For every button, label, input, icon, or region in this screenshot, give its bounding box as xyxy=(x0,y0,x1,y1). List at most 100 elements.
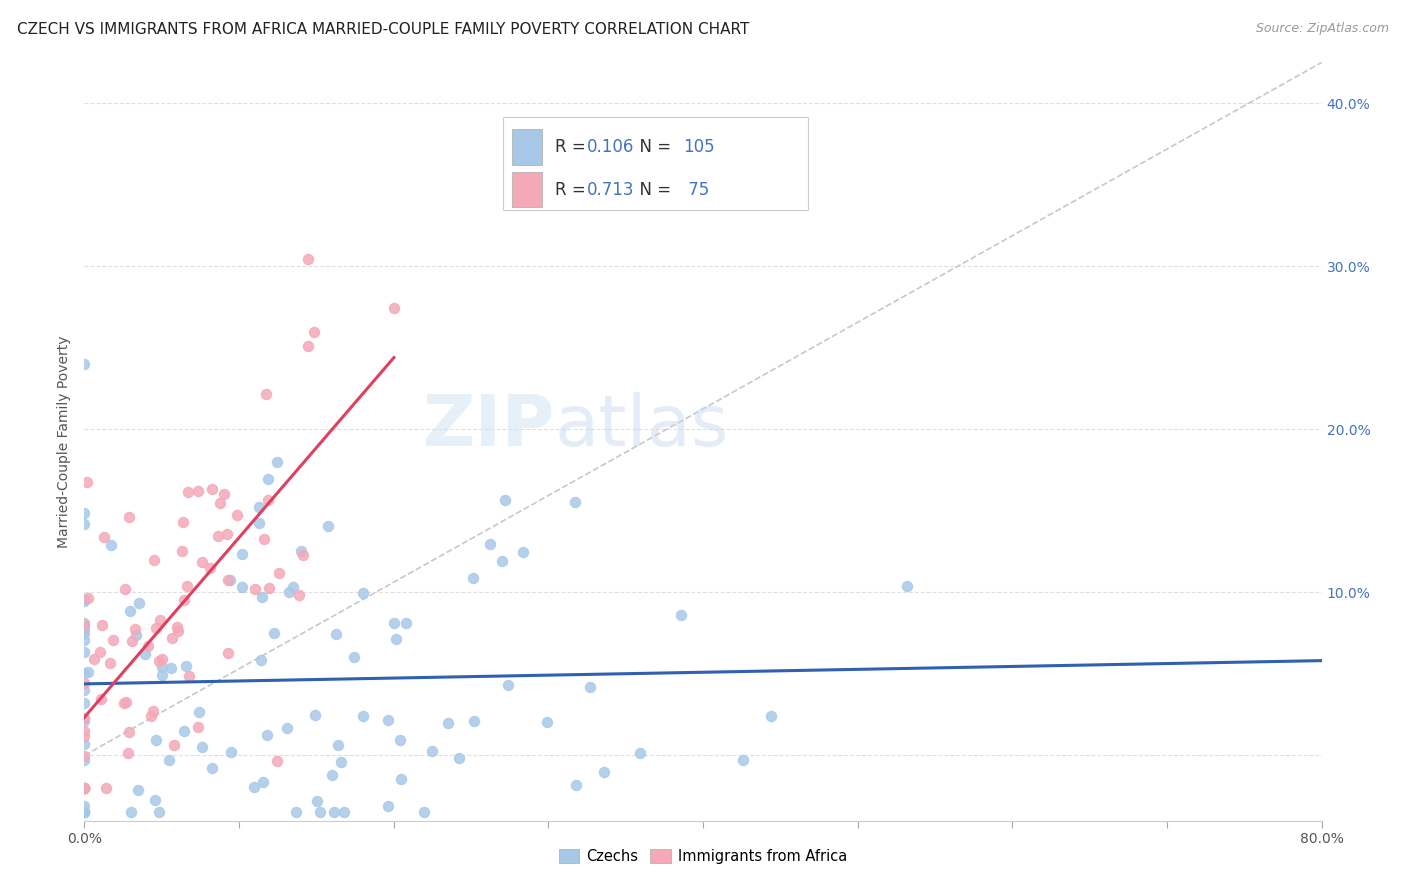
Point xyxy=(73,622,96,636)
FancyBboxPatch shape xyxy=(503,118,808,211)
Point xyxy=(172,543,194,558)
Point xyxy=(733,753,755,767)
Point xyxy=(322,805,344,820)
Point xyxy=(325,627,347,641)
Point xyxy=(326,739,349,753)
Point xyxy=(73,724,96,739)
Point xyxy=(449,751,471,765)
Point xyxy=(389,772,412,786)
Point xyxy=(413,805,436,820)
Point xyxy=(148,805,170,820)
Point xyxy=(73,594,96,608)
Point xyxy=(128,596,150,610)
Text: 105: 105 xyxy=(683,138,714,156)
Point xyxy=(217,646,239,660)
Point xyxy=(564,495,586,509)
Point xyxy=(117,746,139,760)
Point xyxy=(73,805,96,819)
Point xyxy=(266,455,288,469)
Point xyxy=(188,705,211,719)
Point xyxy=(377,713,399,727)
Point xyxy=(437,716,460,731)
Point xyxy=(343,649,366,664)
Point xyxy=(187,484,209,499)
Point xyxy=(896,579,918,593)
Point xyxy=(245,582,267,596)
Point xyxy=(91,617,114,632)
Point xyxy=(73,805,96,820)
Point xyxy=(124,622,146,636)
Point xyxy=(257,472,280,486)
Point xyxy=(73,618,96,632)
Point xyxy=(73,517,96,532)
Point xyxy=(191,740,214,755)
Point xyxy=(291,548,314,562)
Point xyxy=(420,744,443,758)
Point xyxy=(304,708,326,723)
Y-axis label: Married-Couple Family Poverty: Married-Couple Family Poverty xyxy=(58,335,72,548)
Point xyxy=(73,780,96,795)
Point xyxy=(231,580,253,594)
Point xyxy=(177,669,200,683)
Point xyxy=(385,632,408,646)
Point xyxy=(208,496,231,510)
Point xyxy=(73,780,96,795)
Point xyxy=(266,754,288,768)
Point xyxy=(302,325,325,339)
Point xyxy=(73,748,96,763)
Point xyxy=(352,586,374,600)
Point xyxy=(257,582,280,596)
Point xyxy=(90,692,112,706)
Point xyxy=(160,661,183,675)
Point xyxy=(83,652,105,666)
Point xyxy=(382,616,405,631)
Point xyxy=(496,678,519,692)
Point xyxy=(225,508,247,523)
Point xyxy=(198,561,221,575)
Legend: Czechs, Immigrants from Africa: Czechs, Immigrants from Africa xyxy=(553,844,853,871)
Point xyxy=(253,532,276,546)
Point xyxy=(352,709,374,723)
Point xyxy=(759,708,782,723)
Point xyxy=(73,737,96,751)
Point xyxy=(218,573,240,587)
Point xyxy=(377,798,399,813)
Point xyxy=(73,714,96,728)
Point xyxy=(281,581,304,595)
Point xyxy=(73,645,96,659)
Point xyxy=(77,591,100,605)
Point xyxy=(73,805,96,820)
Point xyxy=(73,618,96,632)
Point xyxy=(207,529,229,543)
Text: N =: N = xyxy=(630,181,676,199)
Point xyxy=(247,500,270,514)
Point xyxy=(231,548,253,562)
Point xyxy=(297,339,319,353)
Point xyxy=(73,780,96,795)
Point xyxy=(121,633,143,648)
Point xyxy=(256,728,278,742)
Point xyxy=(115,695,138,709)
Point xyxy=(252,774,274,789)
Point xyxy=(100,538,122,552)
Point xyxy=(382,301,405,315)
Point xyxy=(150,660,173,674)
Point xyxy=(247,516,270,530)
Point xyxy=(219,573,242,587)
Point xyxy=(201,482,224,496)
Text: 75: 75 xyxy=(683,181,709,199)
Point xyxy=(163,738,186,752)
Point xyxy=(76,475,98,490)
Point xyxy=(73,665,96,680)
Point xyxy=(120,604,142,618)
Point xyxy=(565,778,588,792)
Point xyxy=(150,668,173,682)
Point xyxy=(536,715,558,730)
Point xyxy=(269,566,291,580)
Point xyxy=(114,582,136,597)
Point xyxy=(73,780,96,795)
Point xyxy=(321,768,343,782)
Point xyxy=(217,527,239,541)
Point xyxy=(145,621,167,635)
Point xyxy=(172,515,194,529)
